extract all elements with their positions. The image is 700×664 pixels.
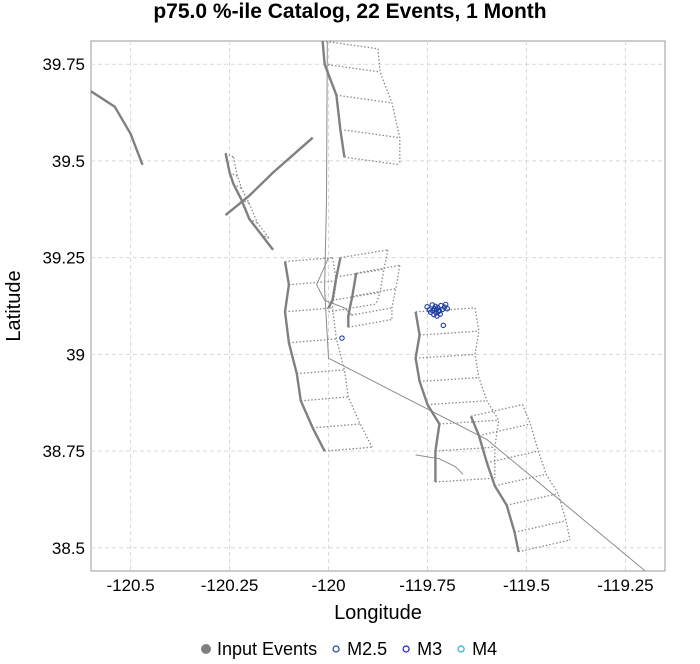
fault-section (415, 307, 500, 483)
fault-section-line (324, 41, 646, 571)
legend-marker (332, 645, 340, 653)
y-tick-label: 38.5 (52, 539, 85, 558)
fault-section-rung (348, 318, 392, 328)
y-tick-labels: 38.5 38.75 39 39.25 39.5 39.75 (42, 55, 85, 558)
fault-trace (327, 257, 342, 309)
x-tick-label: -119.5 (503, 576, 550, 595)
x-tick-label: -120.5 (106, 576, 154, 595)
legend-label: M2.5 (347, 639, 387, 659)
legend-marker (402, 645, 410, 653)
fault-section (348, 264, 401, 328)
x-tick-label: -120 (312, 576, 346, 595)
event-points (339, 301, 451, 341)
legend-item: Input Events (201, 639, 317, 659)
fault-section-rung (435, 446, 495, 452)
fault-section-line (316, 257, 353, 317)
fault-section-rung (336, 94, 392, 104)
fault-section-rung (284, 307, 333, 313)
fault-section-rung (288, 338, 337, 344)
fault-section-edge (375, 249, 389, 305)
fault-section-rung (340, 249, 389, 259)
fault-section-rung (324, 446, 373, 452)
fault-section (328, 249, 389, 313)
fault-section-rung (328, 303, 377, 313)
x-tick-label: -120.25 (201, 576, 259, 595)
fault-section-rung (312, 423, 361, 429)
fault-section-rung (322, 41, 379, 50)
fault-section-rung (419, 376, 479, 383)
event-point (339, 335, 345, 341)
legend-label: M4 (472, 639, 497, 659)
y-tick-label: 38.75 (42, 442, 85, 461)
event-point (433, 306, 440, 313)
event-point (442, 301, 449, 308)
event-point (432, 303, 439, 310)
fault-section-rung (296, 369, 345, 375)
fault-traces (91, 41, 520, 552)
legend-item: M2.5 (332, 639, 387, 659)
fault-section-rung (415, 307, 476, 313)
legend-marker (457, 645, 465, 653)
fault-trace (321, 41, 346, 158)
fault-section-lines (316, 41, 646, 571)
fault-section-rung (435, 477, 495, 483)
fault-section-rung (284, 256, 333, 263)
legend-label: Input Events (217, 639, 317, 659)
fault-trace (469, 415, 520, 552)
fault-section-edge (474, 307, 500, 479)
fault-section-rung (300, 396, 349, 402)
fault-section-rung (332, 291, 381, 301)
fault-section-rung (324, 63, 381, 73)
legend-item: M4 (457, 639, 497, 659)
legend-marker (201, 644, 211, 654)
fault-section-edge (377, 48, 401, 165)
y-tick-label: 39.75 (42, 55, 85, 74)
x-tick-label: -119.75 (399, 576, 455, 595)
event-point (436, 307, 443, 314)
fault-section-rung (336, 268, 385, 278)
x-tick-label: -119.25 (597, 576, 653, 595)
fault-section-rung (288, 280, 337, 286)
legend-label: M3 (417, 639, 442, 659)
fault-section-rung (415, 353, 476, 359)
fault-section-rung (344, 129, 400, 139)
event-point (441, 304, 448, 310)
x-tick-labels: -120.5 -120.25 -120 -119.75 -119.5 -119.25 (106, 576, 653, 595)
fault-section-rung (352, 287, 396, 297)
y-tick-label: 39 (66, 345, 85, 364)
x-axis-label: Longitude (334, 602, 422, 624)
grid-lines (91, 41, 665, 571)
y-tick-label: 39.25 (42, 249, 85, 268)
fault-trace (224, 136, 314, 217)
fault-section (470, 404, 571, 553)
chart-title: p75.0 %-ile Catalog, 22 Events, 1 Month (153, 0, 546, 23)
event-point (440, 322, 447, 329)
fault-section-rung (419, 330, 479, 336)
event-point (437, 311, 443, 317)
fault-trace (283, 261, 326, 452)
fault-section-rung (427, 400, 487, 406)
fault-trace (224, 152, 275, 251)
fault-section-line (415, 454, 464, 475)
y-axis-label: Latitude (3, 270, 25, 341)
plot-area (90, 40, 666, 572)
fault-trace (414, 311, 441, 482)
fault-section-edge (391, 265, 401, 320)
fault-section-rung (348, 307, 392, 317)
fault-section-rung (439, 419, 499, 425)
legend: Input Events M2.5 M3 M4 (201, 639, 497, 659)
fault-trace (91, 90, 144, 166)
legend-item: M3 (402, 639, 442, 659)
fault-section (322, 41, 401, 166)
y-tick-label: 39.5 (52, 152, 85, 171)
fault-section-rung (344, 156, 400, 166)
fault-trace (347, 272, 358, 328)
fault-section-rung (356, 264, 400, 274)
